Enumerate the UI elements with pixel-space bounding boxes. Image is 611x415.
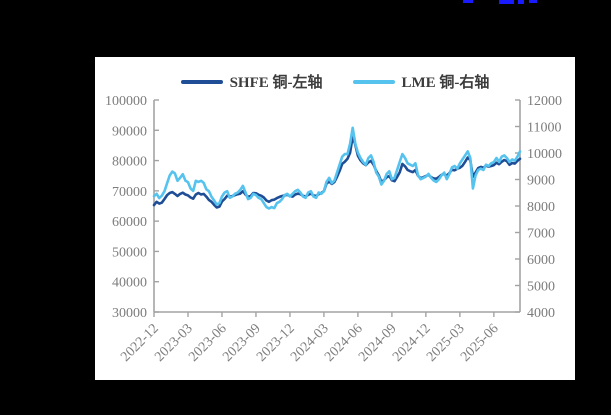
- cropped-blue-text-fragment: [499, 0, 514, 4]
- chart-panel: SHFE 铜-左轴 LME 铜-右轴 100000 90000 80000 70000…: [95, 57, 575, 380]
- right-axis-tick-label: 9000: [527, 174, 555, 189]
- left-axis-tick-label: 100000: [105, 94, 147, 109]
- shfe-line-swatch: [180, 79, 223, 84]
- chart-legend: SHFE 铜-左轴 LME 铜-右轴: [95, 71, 575, 92]
- cropped-blue-text-fragment: [463, 0, 473, 3]
- series-line-shfe: [152, 135, 522, 209]
- right-axis-tick-label: 5000: [527, 280, 555, 295]
- legend-item-shfe: SHFE 铜-左轴: [180, 71, 323, 92]
- lme-line-swatch: [352, 79, 395, 84]
- left-axis-tick-label: 80000: [112, 155, 147, 170]
- left-axis-tick-label: 40000: [112, 276, 147, 291]
- right-axis-tick-label: 10000: [527, 147, 562, 162]
- x-axis-tick-label: 2025-06: [458, 321, 502, 365]
- right-axis-tick-label: 8000: [527, 200, 555, 215]
- right-axis-tick-label: 4000: [527, 306, 555, 321]
- cropped-blue-text-fragment: [529, 0, 537, 3]
- legend-item-lme: LME 铜-右轴: [352, 71, 490, 92]
- legend-label-shfe: SHFE 铜-左轴: [229, 75, 323, 91]
- left-axis-tick-label: 30000: [112, 306, 147, 321]
- series-line-lme: [152, 126, 522, 210]
- cropped-blue-text-fragment: [518, 0, 524, 4]
- right-axis-tick-label: 6000: [527, 253, 555, 268]
- left-axis-tick-label: 90000: [112, 124, 147, 139]
- right-axis-tick-label: 11000: [527, 121, 561, 136]
- legend-label-lme: LME 铜-右轴: [401, 75, 490, 91]
- right-axis-tick-label: 7000: [527, 227, 555, 242]
- right-axis-tick-label: 12000: [527, 94, 562, 109]
- dual-axis-line-chart: 100000 90000 80000 70000 60000 50000 40000 3000…: [105, 94, 562, 365]
- left-axis-tick-label: 60000: [112, 215, 147, 230]
- left-axis-tick-label: 50000: [112, 245, 147, 260]
- left-axis-tick-label: 70000: [112, 185, 147, 200]
